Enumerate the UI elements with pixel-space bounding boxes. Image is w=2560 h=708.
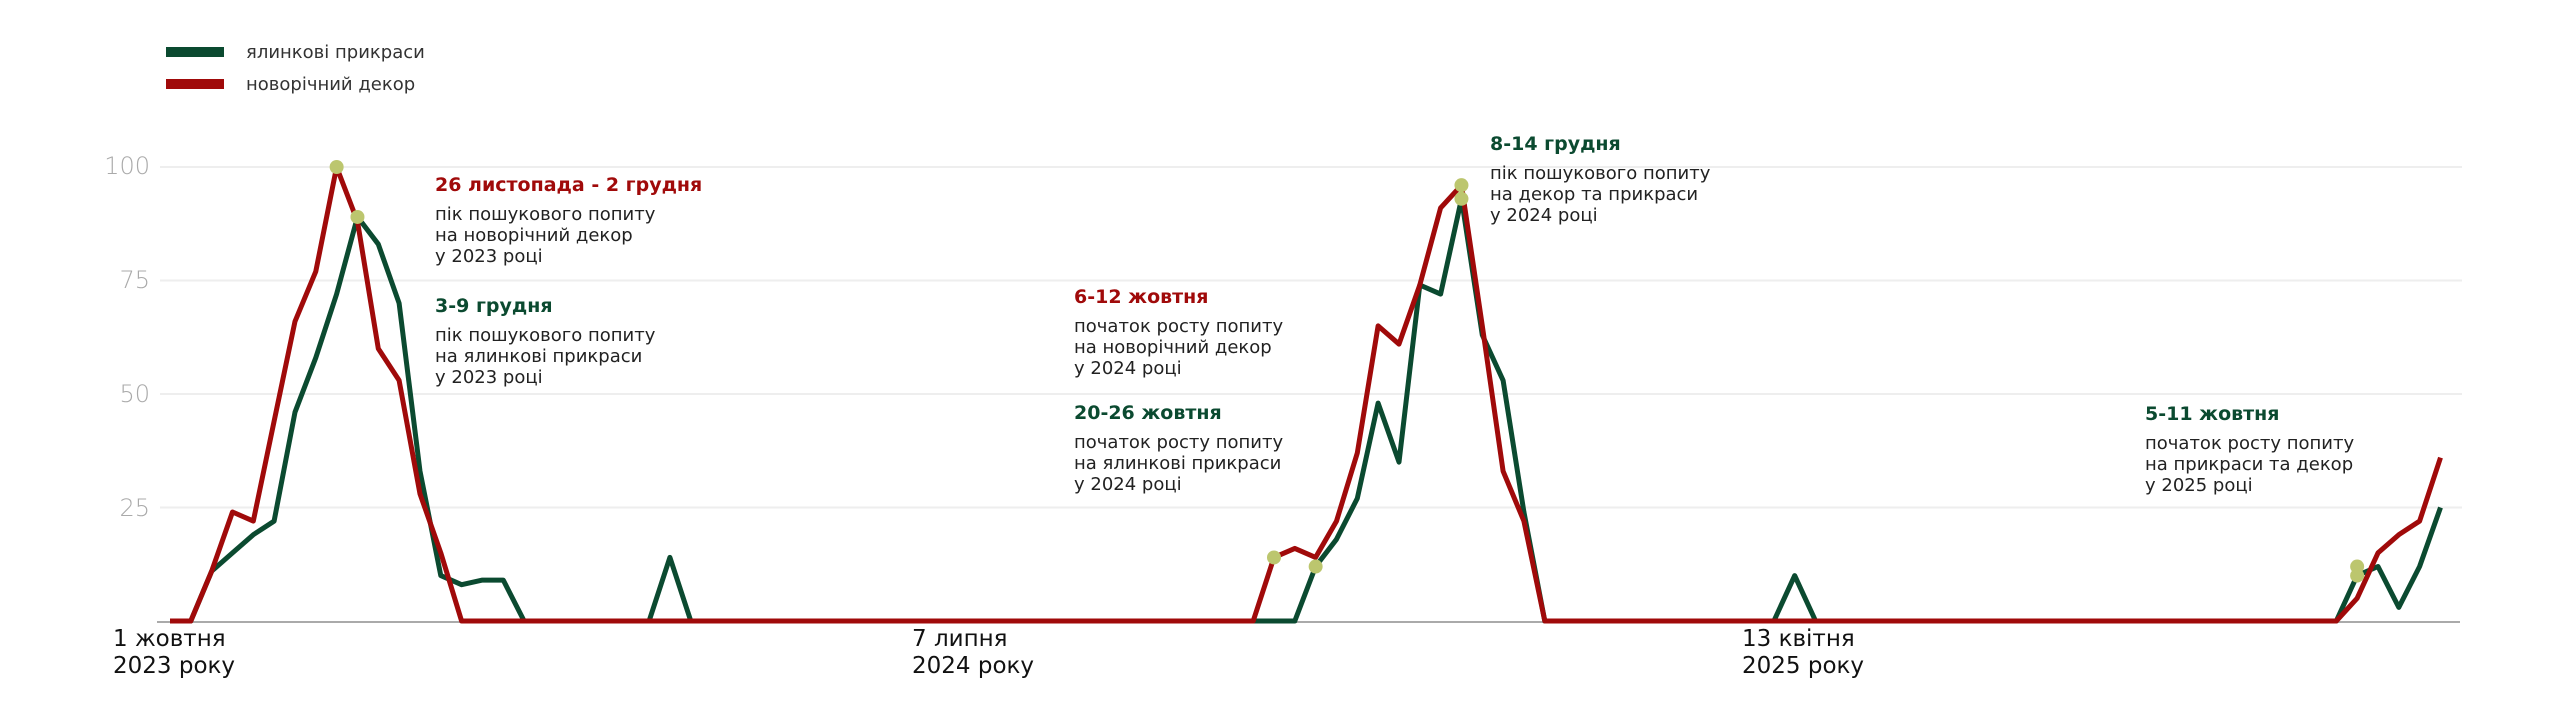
series-lines xyxy=(170,164,2443,624)
annotation-decor-peak-2023: 26 листопада - 2 грудня пік пошукового п… xyxy=(435,174,702,267)
annotation-body: пік пошукового попиту на декор та прикра… xyxy=(1490,163,1711,226)
highlight-marker xyxy=(1308,559,1323,574)
legend-item-decor: новорічний декор xyxy=(166,68,425,100)
x-tick-date: 13 квітня xyxy=(1742,626,1855,652)
x-tick-date: 1 жовтня xyxy=(113,626,226,652)
annotation-title: 6-12 жовтня xyxy=(1074,286,1209,308)
x-tick-2024: 7 липня 2024 року xyxy=(912,626,1034,680)
legend-swatch-green xyxy=(166,47,224,57)
x-tick-2023: 1 жовтня 2023 року xyxy=(113,626,235,680)
series-line-decor xyxy=(170,164,2443,624)
annotation-decor-start-2024: 6-12 жовтня початок росту попиту на ново… xyxy=(1074,286,1283,379)
x-tick-2025: 13 квітня 2025 року xyxy=(1742,626,1864,680)
y-tick-75: 75 xyxy=(119,266,150,294)
legend: ялинкові прикраси новорічний декор xyxy=(166,36,425,100)
annotation-title: 8-14 грудня xyxy=(1490,133,1621,155)
highlight-marker xyxy=(329,160,344,174)
y-tick-25: 25 xyxy=(119,494,150,522)
legend-label: новорічний декор xyxy=(246,73,416,95)
legend-label: ялинкові прикраси xyxy=(246,41,425,63)
x-tick-year: 2023 року xyxy=(113,653,236,679)
legend-item-trees: ялинкові прикраси xyxy=(166,36,425,68)
annotation-title: 20-26 жовтня xyxy=(1074,402,1222,424)
annotation-body: пік пошукового попиту на ялинкові прикра… xyxy=(435,325,656,388)
annotation-start-2025: 5-11 жовтня початок росту попиту на прик… xyxy=(2145,403,2354,496)
gridlines xyxy=(160,166,2462,509)
highlight-marker xyxy=(350,209,365,224)
highlight-marker xyxy=(1266,550,1281,565)
x-tick-year: 2025 року xyxy=(1742,653,1865,679)
highlight-marker xyxy=(1454,178,1469,193)
x-tick-date: 7 липня xyxy=(912,626,1008,652)
highlight-marker xyxy=(1454,191,1469,206)
annotation-body: початок росту попиту на ялинкові прикрас… xyxy=(1074,432,1284,495)
annotation-title: 26 листопада - 2 грудня xyxy=(435,174,703,196)
highlight-markers xyxy=(329,160,2365,583)
annotation-title: 5-11 жовтня xyxy=(2145,403,2280,425)
highlight-marker xyxy=(2350,559,2365,574)
x-tick-year: 2024 року xyxy=(912,653,1035,679)
annotation-body: початок росту попиту на прикраси та деко… xyxy=(2145,433,2355,496)
y-tick-100: 100 xyxy=(104,152,150,180)
annotation-peak-2024: 8-14 грудня пік пошукового попиту на дек… xyxy=(1490,133,1710,226)
annotation-body: пік пошукового попиту на новорічний деко… xyxy=(435,204,656,267)
annotation-title: 3-9 грудня xyxy=(435,295,553,317)
annotation-trees-peak-2023: 3-9 грудня пік пошукового попиту на ялин… xyxy=(435,295,655,388)
legend-swatch-red xyxy=(166,79,224,89)
annotation-body: початок росту попиту на новорічний декор… xyxy=(1074,316,1284,379)
annotation-trees-start-2024: 20-26 жовтня початок росту попиту на яли… xyxy=(1074,402,1283,495)
y-tick-50: 50 xyxy=(119,380,150,408)
